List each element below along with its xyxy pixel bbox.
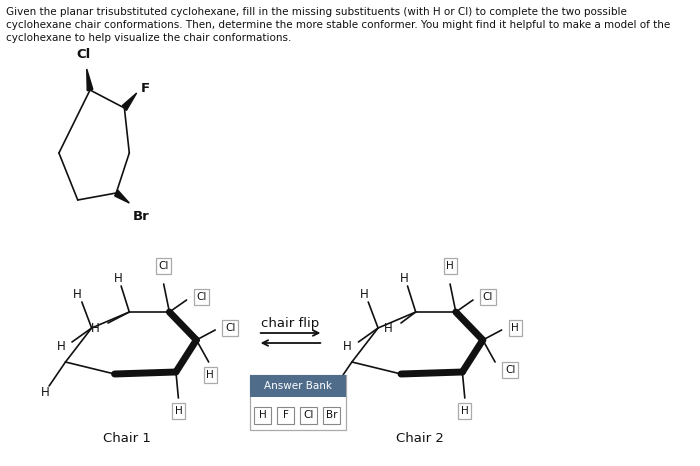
Text: Given the planar trisubstituted cyclohexane, fill in the missing substituents (w: Given the planar trisubstituted cyclohex… [6, 7, 626, 17]
Text: H: H [41, 385, 50, 398]
Text: H: H [113, 273, 122, 286]
Text: Cl: Cl [483, 292, 493, 302]
Text: Cl: Cl [505, 365, 515, 375]
Text: Cl: Cl [225, 323, 235, 333]
FancyBboxPatch shape [255, 407, 271, 424]
Text: F: F [141, 82, 150, 96]
Text: H: H [57, 341, 66, 354]
Text: H: H [74, 288, 82, 302]
FancyBboxPatch shape [250, 375, 346, 430]
Text: H: H [259, 411, 267, 420]
Text: H: H [461, 406, 469, 416]
Text: H: H [512, 323, 519, 333]
Text: H: H [174, 406, 182, 416]
Text: H: H [343, 341, 352, 354]
Text: Br: Br [326, 411, 337, 420]
FancyBboxPatch shape [300, 407, 316, 424]
Text: Cl: Cl [158, 261, 169, 271]
Text: Chair 2: Chair 2 [396, 432, 444, 445]
FancyBboxPatch shape [323, 407, 340, 424]
Text: Br: Br [132, 210, 149, 223]
Polygon shape [122, 93, 136, 110]
Text: H: H [360, 288, 368, 302]
FancyBboxPatch shape [277, 407, 294, 424]
Text: H: H [446, 261, 454, 271]
Polygon shape [87, 69, 93, 91]
Text: Cl: Cl [303, 411, 314, 420]
Text: Chair 1: Chair 1 [103, 432, 150, 445]
Text: cyclohexane to help visualize the chair conformations.: cyclohexane to help visualize the chair … [6, 33, 291, 43]
FancyBboxPatch shape [250, 375, 346, 397]
Text: Answer Bank: Answer Bank [264, 381, 332, 391]
Text: H: H [91, 322, 100, 335]
Text: F: F [283, 411, 288, 420]
Text: H: H [327, 385, 336, 398]
Text: Cl: Cl [76, 48, 90, 61]
Text: H: H [400, 273, 409, 286]
Text: cyclohexane chair conformations. Then, determine the more stable conformer. You : cyclohexane chair conformations. Then, d… [6, 20, 670, 30]
Text: Cl: Cl [197, 292, 206, 302]
Polygon shape [115, 190, 130, 203]
Text: H: H [206, 370, 214, 380]
Text: H: H [384, 322, 393, 335]
Text: chair flip: chair flip [261, 316, 320, 329]
